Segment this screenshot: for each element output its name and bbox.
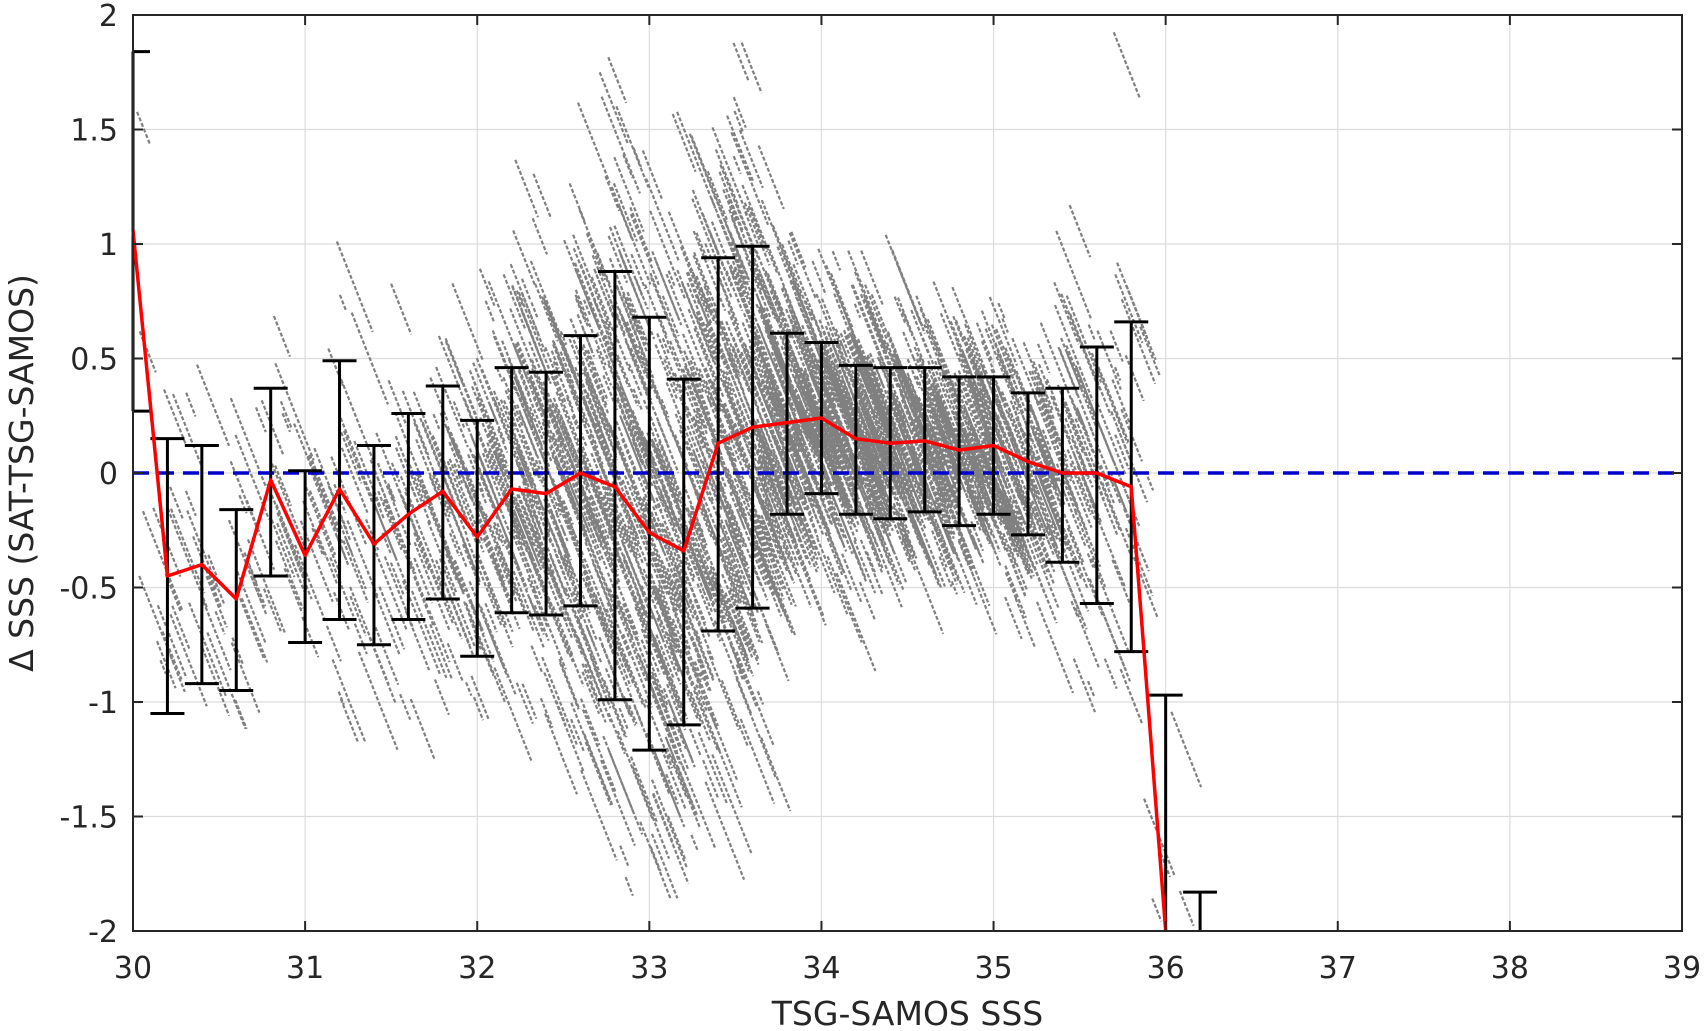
error-bar	[1045, 386, 1080, 564]
x-tick-label: 36	[1147, 951, 1185, 986]
x-tick-label: 34	[802, 951, 840, 986]
x-tick-label: 38	[1491, 951, 1529, 986]
mean-line	[131, 230, 1168, 932]
x-axis-ticks: 30 31 32 33 34 35 36 37 38 39	[114, 15, 1701, 986]
y-tick-label: -0.5	[59, 572, 118, 607]
y-tick-label: -1.5	[59, 801, 118, 836]
y-axis-label: Δ SSS (SAT-TSG-SAMOS)	[2, 274, 41, 672]
x-tick-label: 39	[1663, 951, 1701, 986]
y-tick-label: -2	[88, 915, 118, 950]
error-bar	[1183, 890, 1218, 931]
y-tick-label: 0	[99, 457, 118, 492]
scatter-points	[136, 31, 1203, 927]
error-bar	[563, 334, 598, 608]
x-axis-label: TSG-SAMOS SSS	[771, 994, 1043, 1031]
error-bar	[1079, 345, 1114, 606]
x-tick-label: 30	[114, 951, 152, 986]
y-axis-ticks: -2 -1.5 -1 -0.5 0 0.5 1 1.5 2	[59, 0, 1682, 950]
x-tick-label: 33	[630, 951, 668, 986]
x-tick-label: 35	[974, 951, 1012, 986]
error-bar	[1010, 391, 1045, 537]
y-tick-label: 1.5	[70, 114, 118, 149]
x-tick-label: 31	[286, 951, 324, 986]
y-tick-label: -1	[88, 686, 118, 721]
x-tick-label: 32	[458, 951, 496, 986]
x-tick-label: 37	[1319, 951, 1357, 986]
mean-polyline	[131, 230, 1168, 932]
y-tick-label: 2	[99, 0, 118, 34]
y-tick-label: 1	[99, 228, 118, 263]
y-tick-label: 0.5	[70, 343, 118, 378]
scatter-streaks	[136, 31, 1203, 927]
error-bar	[1148, 693, 1183, 931]
